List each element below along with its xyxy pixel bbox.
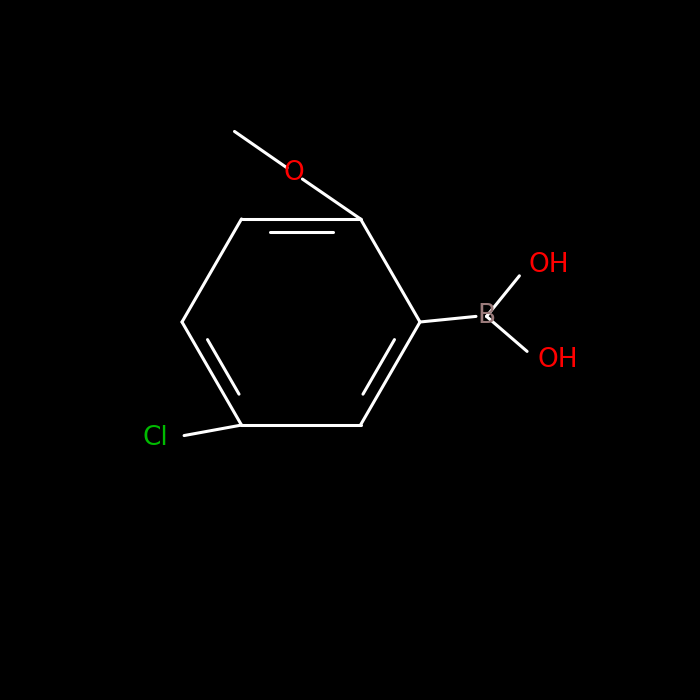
- Text: O: O: [284, 160, 304, 186]
- Text: B: B: [477, 303, 496, 330]
- Text: OH: OH: [528, 252, 569, 279]
- Text: OH: OH: [538, 347, 578, 374]
- Text: Cl: Cl: [142, 425, 168, 451]
